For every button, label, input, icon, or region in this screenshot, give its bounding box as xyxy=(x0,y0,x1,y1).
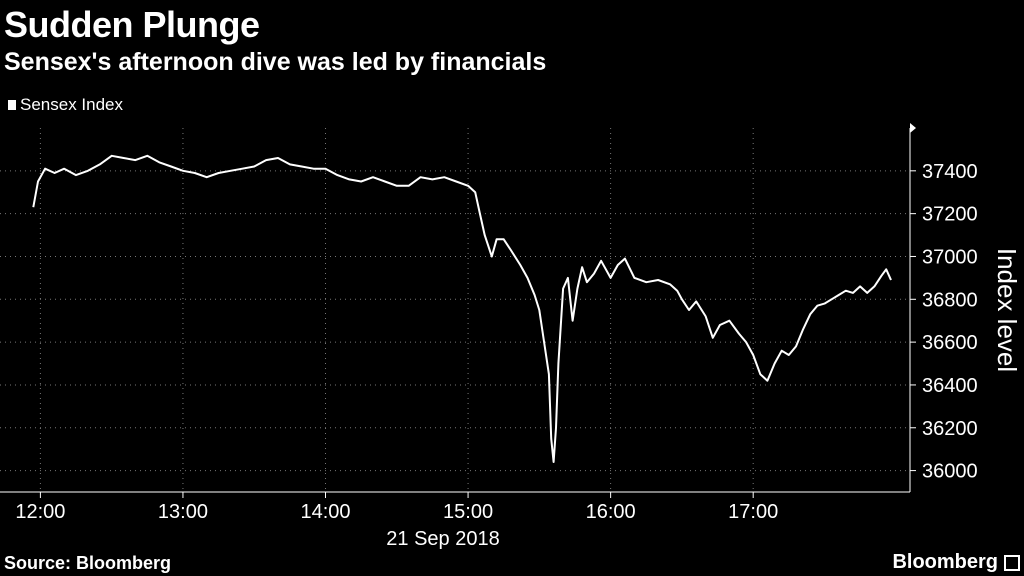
y-axis: 36000 36200 36400 36600 36800 37000 37200 37400 xyxy=(909,123,978,492)
legend-label: Sensex Index xyxy=(20,95,124,114)
legend: Sensex Index xyxy=(8,95,123,115)
x-tick-label: 16:00 xyxy=(586,501,636,523)
y-tick-label: 37000 xyxy=(922,246,978,268)
source-note: Source: Bloomberg xyxy=(4,553,172,573)
y-tick-label: 36400 xyxy=(922,375,978,397)
chart-title: Sudden Plunge xyxy=(4,4,260,45)
brand-logo: Bloomberg xyxy=(892,551,1020,574)
y-tick-label: 36600 xyxy=(922,332,978,354)
series-line-sensex xyxy=(32,154,892,463)
brand-name: Bloomberg xyxy=(892,551,998,573)
y-tick-label: 36200 xyxy=(922,418,978,440)
brand-mark-icon xyxy=(1004,554,1020,571)
y-axis-label: Index level xyxy=(992,248,1022,372)
chart-subtitle: Sensex's afternoon dive was led by finan… xyxy=(4,48,547,76)
x-axis: 12:00 13:00 14:00 15:00 16:00 17:00 xyxy=(0,491,910,523)
y-tick-label: 36800 xyxy=(922,289,978,311)
x-tick-label: 14:00 xyxy=(300,501,350,523)
x-axis-label: 21 Sep 2018 xyxy=(386,528,499,550)
x-tick-label: 12:00 xyxy=(15,501,65,523)
y-tick-label: 37400 xyxy=(922,161,978,183)
y-tick-label: 36000 xyxy=(922,461,978,483)
grid-lines xyxy=(0,128,910,492)
x-tick-label: 17:00 xyxy=(728,501,778,523)
x-tick-label: 13:00 xyxy=(158,501,208,523)
x-tick-label: 15:00 xyxy=(443,501,493,523)
y-tick-label: 37200 xyxy=(922,204,978,226)
y-axis-arrow-icon xyxy=(910,123,916,133)
legend-swatch xyxy=(8,100,16,110)
